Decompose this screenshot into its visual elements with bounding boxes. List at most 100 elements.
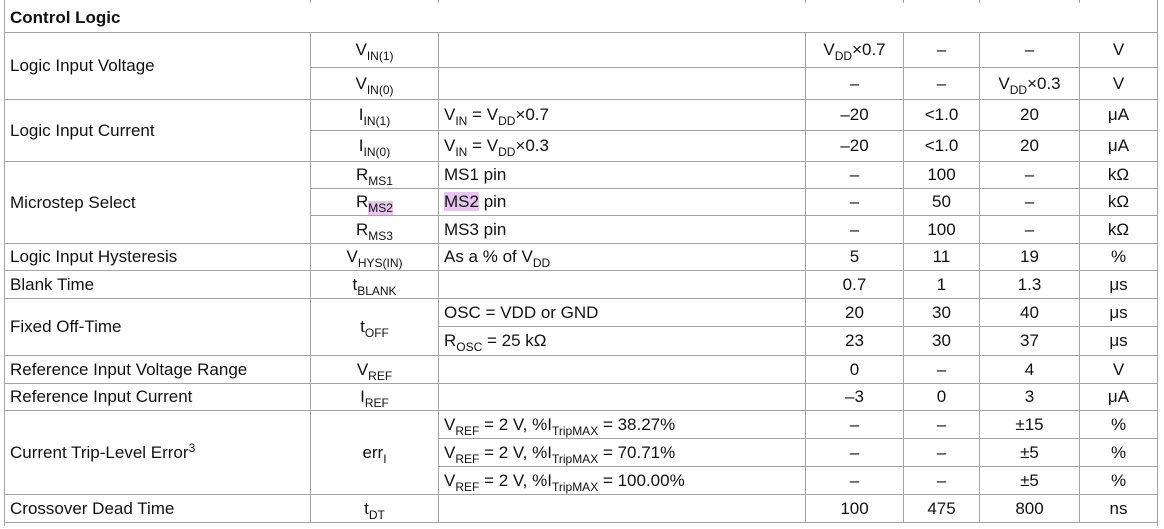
typ-cell: 1 <box>903 270 980 299</box>
max-cell: 4 <box>979 355 1080 384</box>
text: 475 <box>927 498 956 518</box>
text: μA <box>1107 136 1130 155</box>
text: – <box>849 219 860 239</box>
min-cell: –20 <box>805 130 904 162</box>
text: 19 <box>1020 247 1039 266</box>
subscript-highlight: MS2 <box>368 201 393 215</box>
text: 20 <box>1020 105 1039 124</box>
min-cell: 20 <box>805 298 904 327</box>
subscript: DT <box>368 507 385 522</box>
text: 0 <box>849 359 860 379</box>
text: – <box>936 442 947 462</box>
min-cell: 5 <box>805 243 904 271</box>
min-cell: VDD×0.7 <box>805 32 904 68</box>
text: –3 <box>845 387 864 406</box>
text: R <box>356 192 369 211</box>
min-cell: – <box>805 161 904 189</box>
typ-cell: – <box>903 355 980 384</box>
text: 11 <box>932 247 951 266</box>
text: Crossover Dead Time <box>10 498 175 518</box>
text: = 38.27% <box>598 414 676 434</box>
unit-cell: % <box>1079 466 1158 495</box>
unit-cell: ns <box>1079 494 1158 523</box>
text: V <box>823 40 835 59</box>
subscript: DD <box>498 145 516 159</box>
text: = 2 V, %I <box>479 414 552 434</box>
max-cell: 40 <box>979 298 1080 327</box>
text: – <box>936 359 947 379</box>
text: R <box>356 165 369 184</box>
unit-cell: V <box>1079 67 1158 100</box>
unit-cell: V <box>1079 355 1158 384</box>
min-cell: 0 <box>805 355 904 384</box>
table-body: Control Logic Logic Input Voltage VIN(1) V… <box>4 0 1158 526</box>
text: kΩ <box>1107 219 1130 239</box>
subscript: DD <box>498 114 516 128</box>
max-cell: 37 <box>979 326 1080 356</box>
text: V <box>998 73 1010 93</box>
symbol-cell: tBLANK <box>310 270 439 299</box>
text: 0.7 <box>842 274 867 294</box>
table-row: Reference Input Current IREF –3 0 3 μA <box>4 383 1158 411</box>
unit-cell: μs <box>1079 270 1158 299</box>
condition-cell <box>438 383 806 411</box>
subscript: I <box>383 451 387 466</box>
text: – <box>849 165 860 184</box>
table-row: Fixed Off-Time tOFF OSC = VDD or GND 20 30 40… <box>4 298 1158 356</box>
text: ×0.7 <box>515 105 549 124</box>
text: – <box>1024 40 1035 59</box>
condition-cell: As a % of VDD <box>438 243 806 271</box>
text: % <box>1110 247 1127 266</box>
max-cell: ±5 <box>979 466 1080 495</box>
subscript: IN(0) <box>363 145 391 159</box>
subscript: MS1 <box>368 174 393 188</box>
text: ns <box>1109 498 1128 518</box>
unit-cell: % <box>1079 410 1158 439</box>
text: V <box>1112 359 1125 379</box>
subscript: REF <box>368 368 393 383</box>
section-row: Control Logic <box>4 3 1158 33</box>
text: – <box>849 414 860 434</box>
text: 20 <box>1020 136 1039 155</box>
min-cell: – <box>805 466 904 495</box>
unit-cell: μs <box>1079 326 1158 356</box>
text: ×0.7 <box>852 40 886 59</box>
symbol-cell: VREF <box>310 355 439 384</box>
table-row: Blank Time tBLANK 0.7 1 1.3 μs <box>4 270 1158 299</box>
text: 1.3 <box>1017 274 1042 294</box>
unit-cell: kΩ <box>1079 215 1158 244</box>
condition-cell: VIN = VDD×0.7 <box>438 99 806 131</box>
min-cell: 0.7 <box>805 270 904 299</box>
text: ±15 <box>1015 414 1044 434</box>
text: μs <box>1109 302 1128 322</box>
subscript: OSC <box>456 340 483 354</box>
text: Logic Input Voltage <box>10 56 155 75</box>
highlight: MS2 <box>444 192 479 211</box>
unit-cell: μs <box>1079 298 1158 327</box>
text: V <box>1112 40 1125 59</box>
table-row: VREF = 2 V, %ITripMAX = 70.71% – – ±5% <box>5 438 1158 467</box>
min-cell: – <box>805 215 904 244</box>
text: 800 <box>1015 498 1044 518</box>
text: 30 <box>932 302 951 322</box>
min-cell: – <box>805 410 904 439</box>
text: Reference Input Current <box>10 387 193 406</box>
condition-cell: OSC = VDD or GND <box>438 298 806 327</box>
min-cell: 23 <box>805 326 904 356</box>
cut-row <box>4 0 1158 3</box>
text: OSC = VDD or GND <box>444 302 599 322</box>
text: I <box>358 136 364 155</box>
unit-cell: μA <box>1079 383 1158 411</box>
subscript: REF <box>364 396 389 410</box>
text: μA <box>1107 105 1130 124</box>
max-cell: 800 <box>979 494 1080 523</box>
parameter-cell: Fixed Off-Time <box>4 298 311 356</box>
typ-cell: – <box>903 410 980 439</box>
text: V <box>444 470 456 490</box>
text: –20 <box>840 105 869 124</box>
table-wrap: Control Logic Logic Input Voltage VIN(1) V… <box>4 0 1158 526</box>
text: V <box>355 40 367 59</box>
text: 100 <box>840 498 869 518</box>
text: <1.0 <box>924 105 959 124</box>
